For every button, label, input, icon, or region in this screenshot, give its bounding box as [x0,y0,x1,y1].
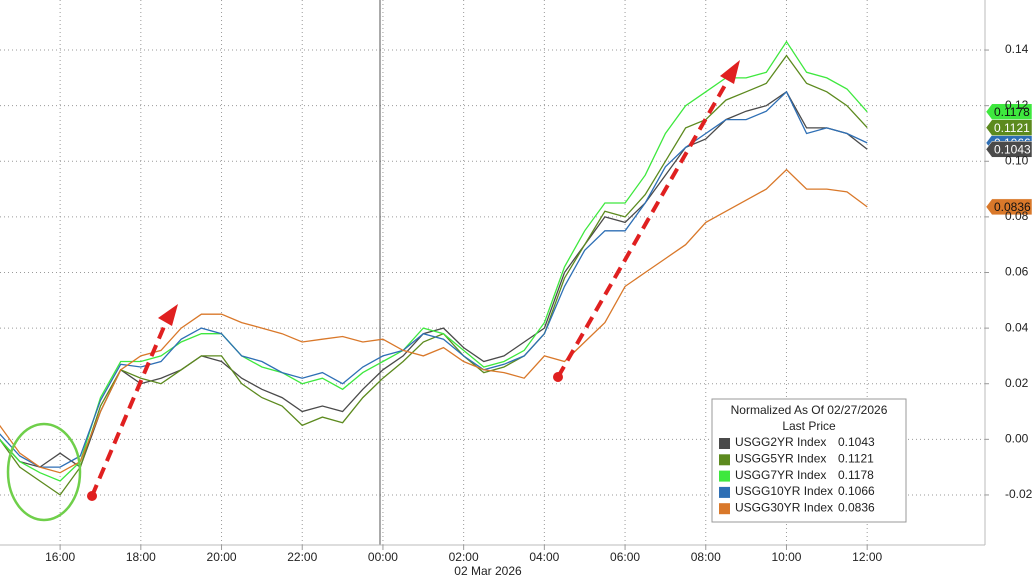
x-tick-label: 18:00 [126,550,156,564]
last-value-label: 0.0836 [994,200,1031,214]
series-line [0,54,868,496]
last-value-tag [985,141,1033,158]
legend-name: USGG30YR Index [735,500,833,514]
lines [0,40,868,496]
y-tick-label: 0.04 [1005,320,1029,334]
last-value-tag [985,103,1033,121]
x-tick-label: 02:00 [449,550,479,564]
x-tick-label: 10:00 [771,550,801,564]
last-value-tag [985,198,1033,216]
legend-swatch [719,486,730,498]
legend-box [711,398,907,523]
legend-value: 0.1178 [838,468,874,482]
series-line [0,40,868,482]
x-tick-label: 12:00 [852,550,882,564]
last-value-label: 0.1178 [994,105,1030,119]
last-value-label: 0.1121 [994,121,1030,135]
series-line [0,90,868,468]
legend-swatch [719,503,730,515]
x-tick-label: 06:00 [610,550,640,564]
y-tick-label: -0.02 [1005,487,1033,501]
y-tick-label: 0.02 [1005,376,1029,390]
legend-name: USGG7YR Index [735,468,826,482]
last-value-label: 0.1043 [994,142,1031,156]
legend-subtitle: Last Price [782,419,836,433]
date-label: 02 Mar 2026 [454,564,522,578]
x-tick-label: 22:00 [287,550,317,564]
y-tick-label: 0.14 [1005,42,1029,56]
y-tick-label: 0.10 [1005,153,1029,167]
legend-name: USGG2YR Index [735,435,826,449]
x-tick-label: 16:00 [45,550,75,564]
x-tick-label: 04:00 [529,550,559,564]
grid [0,0,985,545]
arrow-head [720,60,740,84]
arrows [90,79,730,497]
last-value-tag [985,119,1033,136]
y-tick-label: 0.08 [1005,209,1029,223]
arrow-line [90,321,168,497]
arrow-start [553,372,563,382]
legend-value: 0.1066 [838,484,875,498]
legend-value: 0.0836 [838,500,875,514]
legend: Normalized As Of 02/27/2026 Last Price U… [711,398,907,523]
y-tick-label: 0.06 [1005,265,1029,279]
arrow-start [87,491,97,501]
x-tick-label: 00:00 [368,550,398,564]
arrow-head [158,304,178,326]
legend-swatch [719,438,730,449]
legend-title: Normalized As Of 02/27/2026 [731,403,888,417]
axes: -0.02 0.00 0.02 0.04 0.06 0.08 0.10 0.12 0.14 16:… [45,42,1033,564]
legend-swatch [719,454,730,466]
y-tick-label: 0.12 [1005,98,1029,112]
highlight-circle [6,422,82,522]
legend-value: 0.1043 [838,435,875,449]
legend-swatch [719,470,730,482]
x-tick-label: 20:00 [207,550,237,564]
legend-name: USGG10YR Index [735,484,833,498]
x-tick-label: 08:00 [691,550,721,564]
y-tick-label: 0.00 [1005,432,1029,446]
arrow-line [556,79,730,378]
legend-name: USGG5YR Index [735,451,826,465]
legend-value: 0.1121 [838,451,874,465]
series-line [0,168,868,474]
